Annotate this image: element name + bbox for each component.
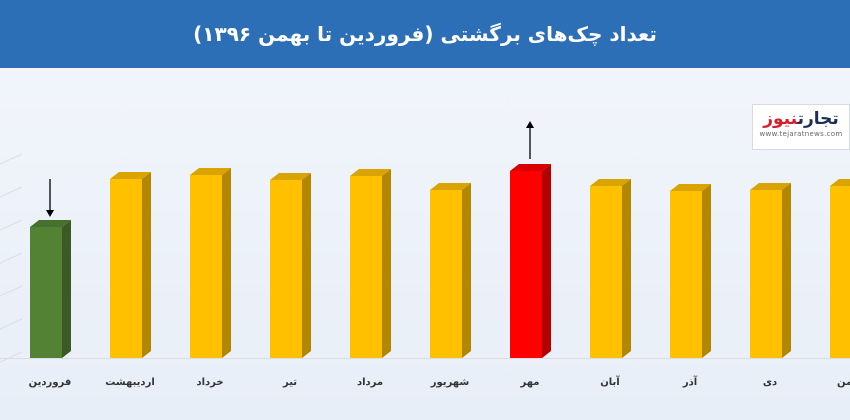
category-label: بهمن <box>837 377 850 388</box>
axis-shadow-line <box>0 351 23 363</box>
bar-side <box>142 172 151 358</box>
bar <box>430 183 471 358</box>
category-label: خرداد <box>196 377 223 388</box>
bar-front <box>510 171 542 358</box>
bar-top <box>30 220 71 227</box>
bar <box>510 164 551 358</box>
bar-top <box>430 183 471 190</box>
bar-top <box>830 179 850 186</box>
bar-top <box>590 179 631 186</box>
bar-front <box>350 176 382 358</box>
arrow-up-icon <box>526 121 534 159</box>
bar <box>350 169 391 358</box>
bar-side <box>462 183 471 358</box>
bar <box>750 183 791 358</box>
bar-top <box>670 184 711 191</box>
chart-title: تعداد چک‌های برگشتی (فروردین تا بهمن ۱۳۹… <box>193 22 657 46</box>
category-label: مهر <box>519 377 539 388</box>
bar-top <box>750 183 791 190</box>
arrow-down-icon <box>46 179 54 217</box>
bar-front <box>110 179 142 358</box>
axis-shadow-line <box>0 219 23 231</box>
bar-side <box>222 168 231 358</box>
bar-side <box>782 183 791 358</box>
logo-url: www.tejaratnews.com <box>759 130 843 138</box>
bar-side <box>542 164 551 358</box>
category-label: شهریور <box>430 377 470 388</box>
category-label: تیر <box>282 377 297 388</box>
bar-top <box>270 173 311 180</box>
bar-top <box>350 169 391 176</box>
bar-front <box>750 190 782 358</box>
axis-shadow-line <box>0 153 23 165</box>
bar-top <box>510 164 551 171</box>
axis-shadow-line <box>0 252 23 264</box>
category-labels: فروردین اردیبهشت خرداد تیر مرداد شهریور مهر آبا… <box>29 375 850 388</box>
axis-shadow-line <box>0 285 23 297</box>
category-label: اردیبهشت <box>105 377 155 388</box>
bar-side <box>302 173 311 358</box>
category-label: فروردین <box>29 377 72 388</box>
bar <box>670 184 711 358</box>
category-label: مرداد <box>357 377 383 388</box>
bar-top <box>110 172 151 179</box>
tejaratnews-logo: تجارتنیوز www.tejaratnews.com <box>752 104 850 150</box>
markers <box>46 121 534 217</box>
axis-lines <box>0 153 850 363</box>
bar <box>830 179 850 358</box>
bar-front <box>190 175 222 358</box>
bar-top <box>190 168 231 175</box>
chart-header: تعداد چک‌های برگشتی (فروردین تا بهمن ۱۳۹… <box>0 0 850 68</box>
bars <box>30 164 850 358</box>
bar <box>190 168 231 358</box>
bar-side <box>62 220 71 358</box>
category-label: دی <box>763 377 777 388</box>
bar-front <box>270 180 302 358</box>
bar-side <box>702 184 711 358</box>
axis-shadow-line <box>0 186 23 198</box>
bar <box>110 172 151 358</box>
bar <box>590 179 631 358</box>
bar-front <box>670 191 702 358</box>
category-label: آذر <box>682 375 698 388</box>
bar-side <box>622 179 631 358</box>
axis-shadow-line <box>0 318 23 330</box>
bar-front <box>430 190 462 358</box>
bar-side <box>382 169 391 358</box>
bar-front <box>590 186 622 358</box>
logo-brand: تجارتنیوز <box>763 109 839 129</box>
bar <box>30 220 71 358</box>
bar-front <box>830 186 850 358</box>
bar <box>270 173 311 358</box>
category-label: آبان <box>600 375 620 388</box>
bar-front <box>30 227 62 358</box>
